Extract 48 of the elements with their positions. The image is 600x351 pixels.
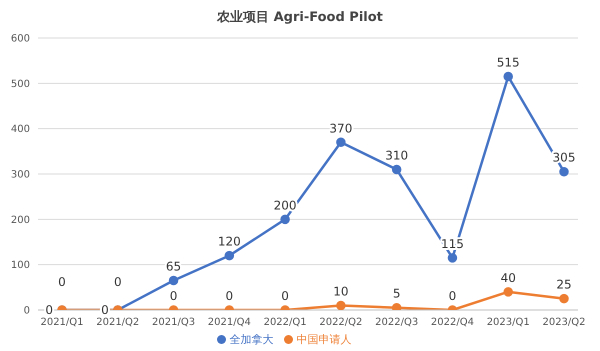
x-tick-label: 2022/Q1 [264,317,307,328]
y-tick-label: 600 [10,34,30,45]
x-tick-label: 2022/Q3 [375,317,418,328]
legend-label: 中国申请人 [296,333,352,346]
x-tick-label: 2021/Q2 [96,317,140,328]
data-label: 0 [281,289,289,303]
point [280,214,290,224]
y-tick-label: 0 [24,306,30,317]
legend-label: 全加拿大 [230,333,274,346]
data-label: 40 [500,270,516,285]
point [336,138,346,148]
x-tick-label: 2021/Q3 [152,317,196,328]
point [224,250,234,260]
point [168,276,178,286]
y-tick-label: 200 [10,214,30,226]
y-tick-label: 100 [10,260,30,272]
point [559,294,569,304]
data-label: 0 [114,275,122,289]
data-label: 0 [448,289,456,303]
x-tick-label: 2023/Q2 [542,317,586,328]
y-tick-label: 300 [10,170,30,181]
y-tick-label: 400 [10,124,30,136]
chart-title: 农业项目 Agri-Food Pilot [216,9,384,27]
data-label: 5 [392,286,400,301]
data-label: 65 [166,260,182,274]
point [392,164,402,174]
point [559,166,569,176]
point [392,302,402,310]
data-label: 0 [170,289,178,303]
point [503,72,513,82]
point [336,300,346,310]
data-label: 120 [218,234,241,249]
data-label: 515 [496,56,520,70]
y-tick-label: 500 [10,78,30,90]
x-tick-label: 2022/Q4 [430,317,474,328]
data-label: 10 [333,284,349,298]
x-tick-label: 2022/Q2 [319,317,362,328]
data-label: 310 [385,148,408,162]
x-tick-label: 2023/Q1 [486,317,530,328]
data-label: 0 [226,289,234,303]
x-tick-label: 2021/Q1 [40,317,84,328]
data-label: 25 [556,278,572,292]
data-label: 0 [45,303,53,317]
x-tick-label: 2021/Q4 [208,317,251,328]
point [503,287,513,297]
point [448,253,458,263]
data-label: 0 [58,275,66,289]
data-label: 370 [329,121,352,136]
